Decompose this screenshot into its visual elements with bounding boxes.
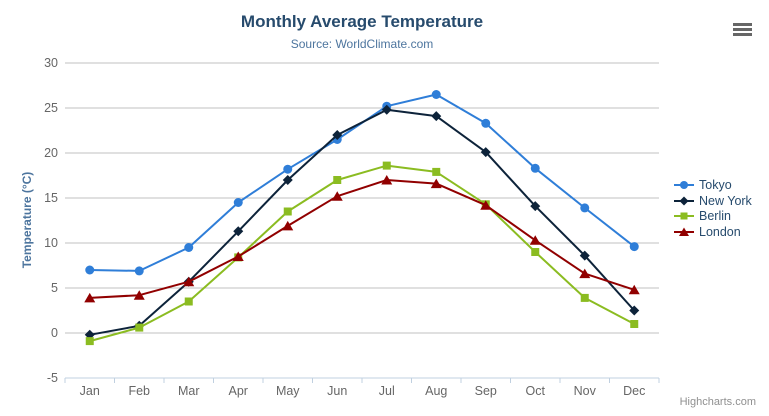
x-axis-label: Dec (623, 384, 645, 398)
x-axis-label: Mar (178, 384, 200, 398)
data-point-london[interactable] (381, 175, 393, 185)
y-axis-tick-label: -5 (47, 371, 58, 385)
y-axis-tick-label: 0 (51, 326, 58, 340)
data-point-new-york[interactable] (431, 111, 442, 122)
hamburger-icon[interactable] (733, 23, 752, 36)
series-line-new-york[interactable] (88, 108, 636, 336)
data-point-tokyo[interactable] (580, 203, 590, 213)
data-point-new-york[interactable] (579, 250, 590, 261)
legend-label: New York (699, 193, 752, 208)
y-axis-tick-label: 30 (44, 56, 58, 70)
legend-item-berlin[interactable]: Berlin (674, 208, 752, 224)
data-point-new-york[interactable] (381, 104, 392, 115)
hamburger-bar (733, 23, 752, 26)
x-axis-label: Jun (327, 384, 347, 398)
data-point-tokyo[interactable] (481, 118, 491, 128)
x-axis-label: Sep (475, 384, 497, 398)
y-axis-tick-label: 15 (44, 191, 58, 205)
data-point-london[interactable] (430, 178, 442, 189)
data-point-tokyo[interactable] (134, 266, 144, 276)
y-axis-tick-label: 5 (51, 281, 58, 295)
data-point-london[interactable] (628, 284, 640, 295)
x-axis-label: May (276, 384, 300, 398)
y-axis-tick-label: 20 (44, 146, 58, 160)
data-point-tokyo[interactable] (431, 90, 441, 99)
series-line-berlin[interactable] (88, 164, 636, 343)
data-point-berlin[interactable] (135, 323, 144, 332)
legend-label: Tokyo (699, 177, 732, 192)
data-point-berlin[interactable] (283, 207, 292, 216)
data-point-new-york[interactable] (530, 201, 541, 212)
data-point-new-york[interactable] (233, 226, 244, 237)
y-axis-tick-label: 25 (44, 101, 58, 115)
legend-item-tokyo[interactable]: Tokyo (674, 177, 752, 193)
series-line-london[interactable] (88, 179, 636, 299)
x-axis-label: Aug (425, 384, 447, 398)
x-axis-label: Jan (80, 384, 100, 398)
data-point-new-york[interactable] (332, 130, 343, 140)
data-point-london[interactable] (331, 191, 343, 201)
data-point-london[interactable] (183, 276, 195, 287)
legend-marker-triangle-icon (674, 227, 694, 236)
legend-marker-circle-icon (674, 180, 694, 189)
legend-item-new-york[interactable]: New York (674, 193, 752, 209)
data-point-new-york[interactable] (480, 147, 491, 158)
data-point-tokyo[interactable] (85, 265, 95, 275)
legend-marker-square-icon (674, 212, 694, 220)
x-axis-label: Oct (526, 384, 546, 398)
data-point-tokyo[interactable] (629, 242, 639, 252)
data-point-tokyo[interactable] (283, 164, 293, 174)
data-point-london[interactable] (529, 235, 541, 245)
legend-item-london[interactable]: London (674, 224, 752, 240)
data-point-new-york[interactable] (282, 175, 293, 185)
legend-label: London (699, 224, 741, 239)
legend: Tokyo New York Berlin London (674, 177, 752, 240)
data-point-berlin[interactable] (382, 161, 391, 170)
y-axis-tick-label: 10 (44, 236, 58, 250)
data-point-london[interactable] (232, 251, 244, 262)
x-axis-label: Feb (128, 384, 150, 398)
highcharts-credit-link[interactable]: Highcharts.com (679, 396, 756, 408)
data-point-london[interactable] (84, 292, 96, 303)
hamburger-bar (733, 33, 752, 36)
data-point-london[interactable] (579, 268, 591, 279)
data-point-tokyo[interactable] (530, 163, 540, 173)
hamburger-bar (733, 28, 752, 31)
data-point-london[interactable] (282, 220, 294, 231)
data-point-tokyo[interactable] (233, 198, 243, 207)
legend-label: Berlin (699, 209, 731, 224)
data-point-new-york[interactable] (629, 305, 640, 316)
series-line-tokyo[interactable] (88, 93, 636, 272)
data-point-berlin[interactable] (580, 293, 589, 302)
data-point-london[interactable] (133, 290, 145, 300)
data-point-berlin[interactable] (85, 337, 94, 346)
x-axis-label: Apr (229, 384, 248, 398)
data-point-tokyo[interactable] (184, 243, 194, 252)
data-point-berlin[interactable] (531, 248, 540, 256)
legend-marker-diamond-icon (674, 196, 694, 206)
chart-title: Monthly Average Temperature (240, 12, 484, 31)
data-point-london[interactable] (480, 200, 492, 210)
x-axis-label: Nov (574, 384, 597, 398)
data-point-berlin[interactable] (184, 297, 193, 306)
data-point-berlin[interactable] (432, 167, 441, 176)
data-point-berlin[interactable] (333, 176, 342, 184)
data-point-berlin[interactable] (630, 320, 639, 328)
x-axis-label: Jul (379, 384, 395, 398)
chart-subtitle: Source: WorldClimate.com (290, 37, 434, 51)
